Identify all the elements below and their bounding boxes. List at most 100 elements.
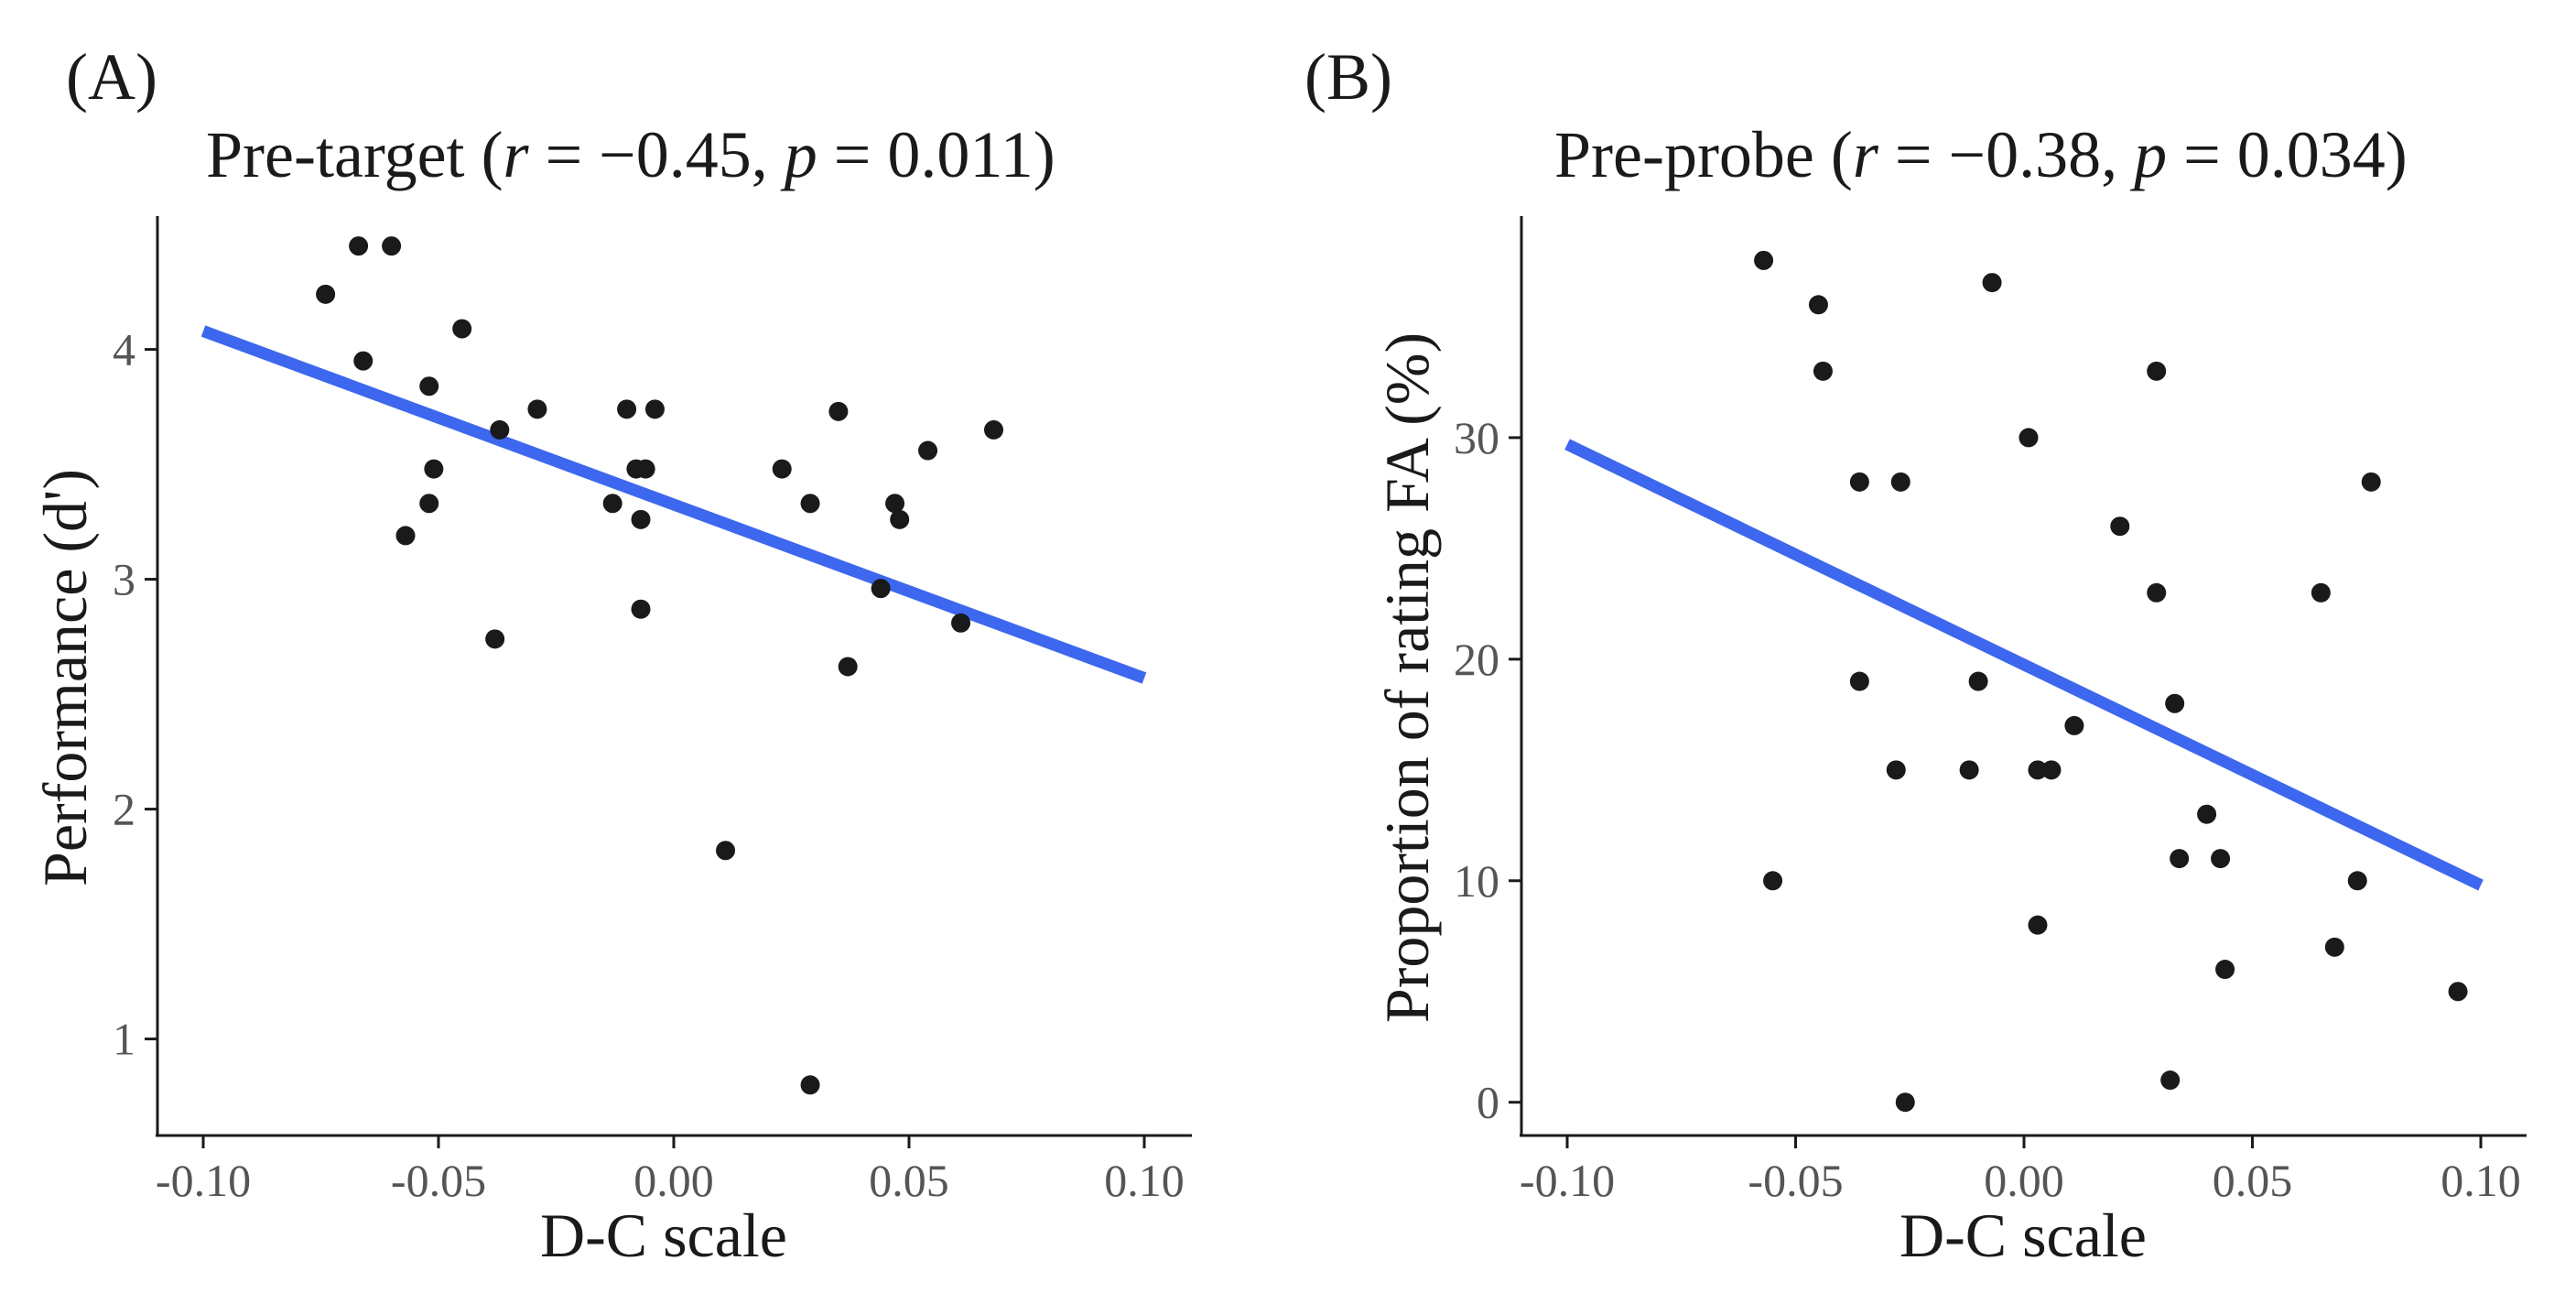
panel-a-data-point xyxy=(349,236,369,256)
panel-a-x-tick-label: 0.00 xyxy=(633,1155,714,1206)
panel-a-title-r-symbol: r xyxy=(503,118,530,191)
panel-a-points xyxy=(316,236,1004,1095)
panel-a-data-point xyxy=(485,629,505,649)
panel-b-data-point xyxy=(2160,1070,2181,1091)
panel-b-title-main: Pre-probe xyxy=(1554,118,1814,191)
panel-a-y-tick-label: 3 xyxy=(113,554,135,605)
panel-a: (A) Pre-target (r = −0.45, p = 0.011) D-… xyxy=(30,40,1192,1270)
panel-a-data-point xyxy=(838,657,858,677)
panel-b: (B) Pre-probe (r = −0.38, p = 0.034) D-C… xyxy=(1304,40,2527,1270)
panel-a-x-tick-label: 0.10 xyxy=(1104,1155,1185,1206)
panel-b-points xyxy=(1754,250,2468,1113)
panel-a-data-point xyxy=(885,494,905,514)
panel-b-y-axis-title: Proportion of rating FA (%) xyxy=(1372,332,1442,1023)
panel-a-data-point xyxy=(395,526,416,546)
panel-b-x-tick-label: -0.10 xyxy=(1520,1155,1615,1206)
panel-a-data-point xyxy=(631,509,651,529)
panel-a-fit-line xyxy=(200,325,1147,684)
panel-b-data-point xyxy=(1959,760,1979,780)
panel-b-data-point xyxy=(1890,472,1910,492)
panel-a-data-point xyxy=(424,459,444,479)
panel-a-data-point xyxy=(890,509,910,529)
panel-b-title-r-value: = −0.38, xyxy=(1878,118,2134,191)
panel-b-data-point xyxy=(1982,273,2002,293)
panel-a-data-point xyxy=(452,319,472,339)
panel-b-y-tick-label: 30 xyxy=(1454,412,1499,463)
panel-a-title-main: Pre-target xyxy=(206,118,465,191)
panel-b-y-tick-label: 0 xyxy=(1477,1077,1499,1128)
panel-b-label: (B) xyxy=(1304,40,1392,114)
panel-b-x-tick-label: 0.00 xyxy=(1984,1155,2064,1206)
panel-a-label: (A) xyxy=(66,40,157,114)
panel-b-data-point xyxy=(2028,915,2048,935)
panel-a-data-point xyxy=(644,399,665,419)
panel-b-data-point xyxy=(2170,849,2190,869)
panel-a-data-point xyxy=(828,401,849,421)
panel-a-data-point xyxy=(871,579,891,599)
panel-a-y-tick-label: 2 xyxy=(113,784,135,835)
panel-b-data-point xyxy=(1849,671,1869,691)
panel-a-data-point xyxy=(984,419,1004,440)
panel-b-data-point xyxy=(2197,804,2217,824)
panel-a-data-point xyxy=(631,599,651,619)
panel-b-y-tick-label: 20 xyxy=(1454,634,1499,685)
panel-b-data-point xyxy=(2361,472,2381,492)
panel-b-x-tick-label: 0.05 xyxy=(2213,1155,2293,1206)
panel-b-data-point xyxy=(2165,693,2185,713)
panel-a-data-point xyxy=(772,459,792,479)
panel-a-data-point xyxy=(382,236,402,256)
panel-a-data-point xyxy=(951,613,971,633)
panel-b-title-r-symbol: r xyxy=(1853,118,1879,191)
panel-a-title-p-symbol: p xyxy=(780,118,817,191)
panel-b-data-point xyxy=(1886,760,1906,780)
panel-b-data-point xyxy=(2347,871,2367,891)
panel-a-data-point xyxy=(617,399,637,419)
panel-a-data-point xyxy=(419,494,439,514)
panel-b-data-point xyxy=(2147,582,2167,603)
panel-a-title: Pre-target (r = −0.45, p = 0.011) xyxy=(206,118,1055,191)
panel-b-data-point xyxy=(2041,760,2062,780)
panel-a-data-point xyxy=(527,399,547,419)
panel-b-title: Pre-probe (r = −0.38, p = 0.034) xyxy=(1554,118,2408,191)
panel-b-data-point xyxy=(1763,871,1783,891)
panel-b-title-p-value: = 0.034) xyxy=(2167,118,2408,191)
panel-b-fit-line xyxy=(1564,439,2484,891)
panel-a-data-point xyxy=(602,494,622,514)
panel-b-data-point xyxy=(2028,760,2048,780)
panel-b-data-point xyxy=(2147,361,2167,381)
panel-a-title-open: ( xyxy=(465,118,503,191)
panel-a-data-point xyxy=(490,419,510,440)
panel-a-data-point xyxy=(419,376,439,397)
panel-a-title-r-value: = −0.45, xyxy=(529,118,785,191)
panel-a-data-point xyxy=(353,351,373,371)
panel-b-title-open: ( xyxy=(1814,118,1853,191)
panel-a-x-axis-title: D-C scale xyxy=(540,1201,787,1270)
panel-a-y-axis-title: Performance (d') xyxy=(30,469,100,886)
panel-a-data-point xyxy=(635,459,655,479)
panel-b-x-tick-label: 0.10 xyxy=(2441,1155,2521,1206)
panel-a-data-point xyxy=(918,440,938,461)
panel-a-x-tick-label: -0.10 xyxy=(156,1155,251,1206)
panel-a-x-tick-label: 0.05 xyxy=(869,1155,949,1206)
panel-b-data-point xyxy=(2019,428,2039,448)
panel-b-ticks: -0.10 -0.05 0.00 0.05 0.10 0 10 20 30 xyxy=(1454,412,2521,1206)
panel-b-data-point xyxy=(2448,982,2468,1002)
panel-b-x-tick-label: -0.05 xyxy=(1748,1155,1843,1206)
panel-a-data-point xyxy=(716,841,736,861)
panel-b-title-p-symbol: p xyxy=(2129,118,2167,191)
panel-b-data-point xyxy=(2311,582,2331,603)
panel-a-title-p-value: = 0.011) xyxy=(817,118,1055,191)
panel-b-data-point xyxy=(2324,937,2344,957)
panel-b-data-point xyxy=(1968,671,1988,691)
panel-b-data-point xyxy=(2110,516,2130,537)
panel-a-y-tick-label: 4 xyxy=(113,324,135,375)
panel-a-y-tick-label: 1 xyxy=(113,1014,135,1065)
panel-a-data-point xyxy=(316,284,336,304)
panel-b-data-point xyxy=(1813,361,1833,381)
panel-b-x-axis-title: D-C scale xyxy=(1900,1201,2147,1270)
panel-a-data-point xyxy=(800,494,820,514)
panel-b-y-tick-label: 10 xyxy=(1454,855,1499,907)
panel-b-data-point xyxy=(1849,472,1869,492)
panel-b-data-point xyxy=(2211,849,2231,869)
